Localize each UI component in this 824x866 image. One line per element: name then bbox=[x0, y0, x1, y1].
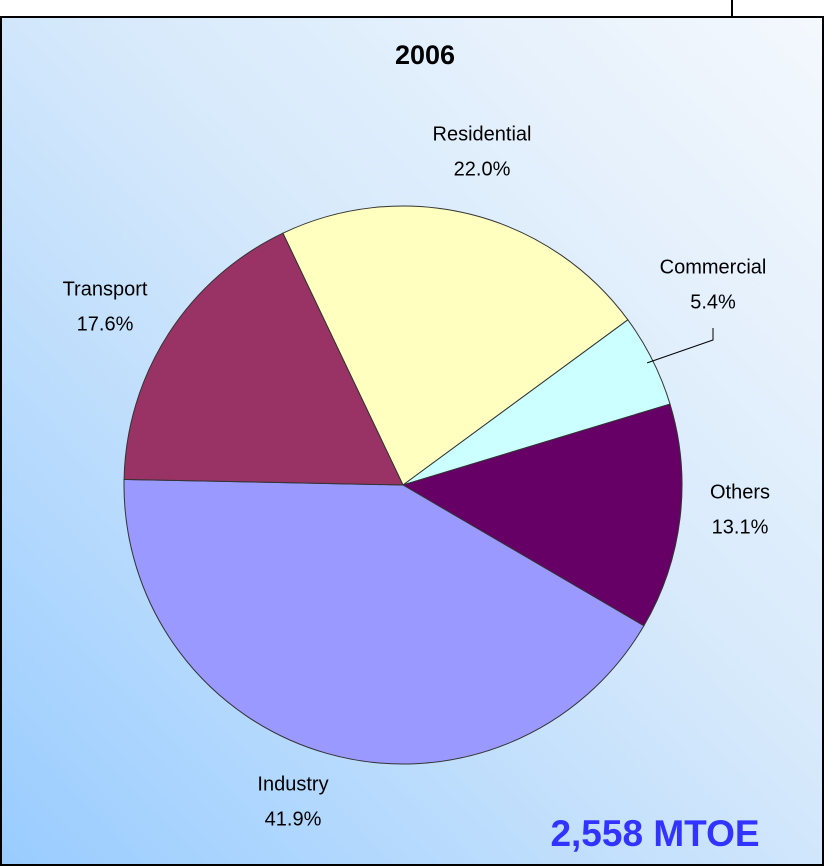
pie-slice bbox=[123, 232, 404, 486]
annotation: 2,558 MTOE bbox=[550, 813, 759, 854]
slice-label: Residential bbox=[433, 123, 532, 145]
slice-value-label: 17.6% bbox=[77, 313, 134, 335]
pie-slice bbox=[282, 205, 629, 486]
pie bbox=[123, 205, 683, 765]
slice-label: Transport bbox=[63, 278, 148, 300]
pie-slice bbox=[123, 478, 645, 765]
slice-value-label: 5.4% bbox=[690, 291, 736, 313]
slice-value-label: 13.1% bbox=[712, 516, 769, 538]
slice-label: Others bbox=[710, 481, 770, 503]
chart-title: 2006 bbox=[395, 40, 455, 70]
slice-label: Commercial bbox=[660, 256, 767, 278]
pie-slice bbox=[401, 403, 683, 627]
leader-line bbox=[646, 328, 714, 364]
slice-value-label: 22.0% bbox=[454, 158, 511, 180]
slice-value-label: 41.9% bbox=[265, 808, 322, 830]
slice-label: Industry bbox=[257, 773, 328, 795]
